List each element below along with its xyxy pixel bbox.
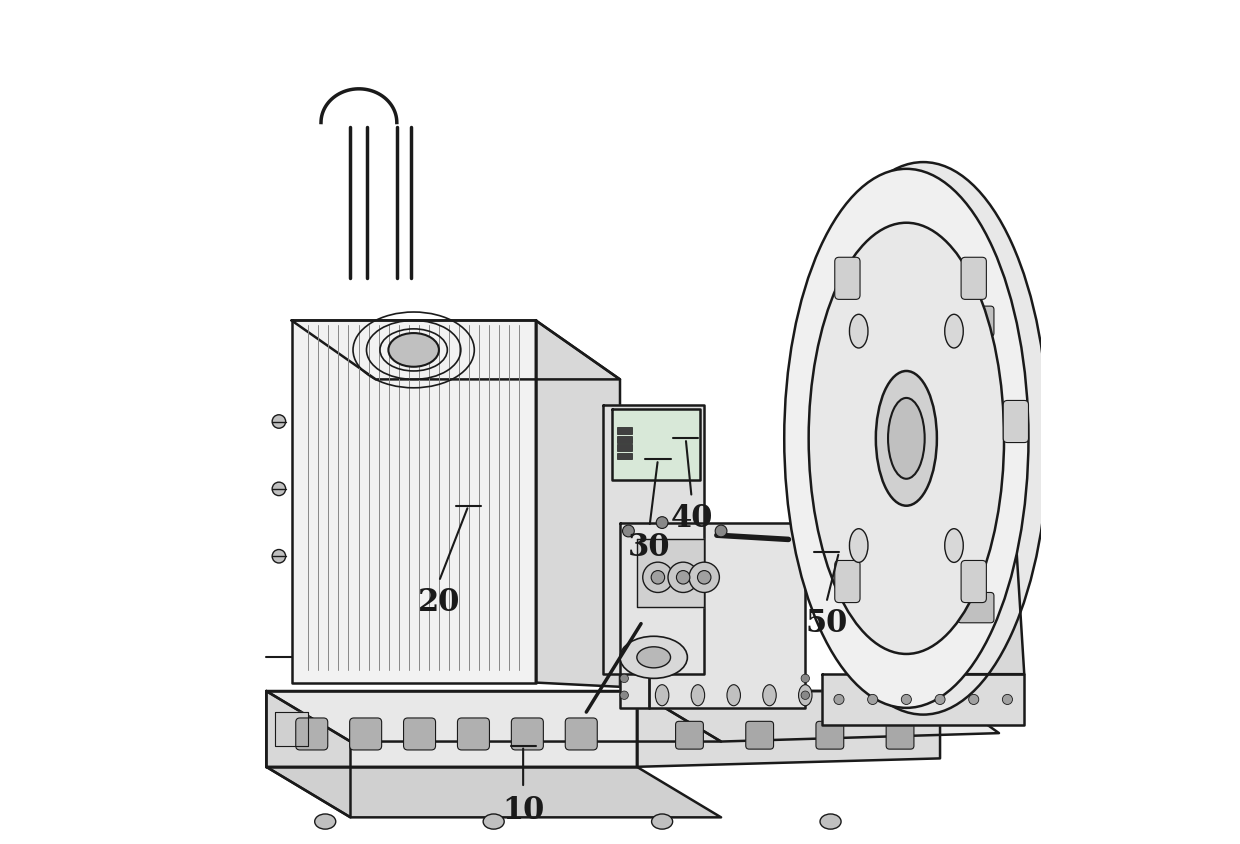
Polygon shape xyxy=(637,691,999,742)
Circle shape xyxy=(668,562,698,592)
Polygon shape xyxy=(611,409,701,481)
Bar xyxy=(616,436,632,443)
Ellipse shape xyxy=(849,315,868,349)
Polygon shape xyxy=(267,767,722,817)
Ellipse shape xyxy=(945,529,963,563)
Bar xyxy=(616,428,632,435)
Circle shape xyxy=(656,517,668,529)
Ellipse shape xyxy=(763,684,776,706)
Circle shape xyxy=(622,526,635,538)
Text: 50: 50 xyxy=(805,607,847,638)
Polygon shape xyxy=(822,674,1024,725)
Text: 10: 10 xyxy=(502,794,544,825)
FancyBboxPatch shape xyxy=(458,718,490,750)
Ellipse shape xyxy=(799,163,1048,715)
Circle shape xyxy=(689,562,719,592)
Ellipse shape xyxy=(315,814,336,829)
Polygon shape xyxy=(620,523,805,708)
Polygon shape xyxy=(637,691,940,767)
Ellipse shape xyxy=(945,315,963,349)
Polygon shape xyxy=(291,321,536,683)
Circle shape xyxy=(715,526,727,538)
Ellipse shape xyxy=(637,647,671,668)
Circle shape xyxy=(651,571,665,584)
Polygon shape xyxy=(603,405,704,674)
Ellipse shape xyxy=(808,224,1004,654)
FancyBboxPatch shape xyxy=(745,722,774,749)
Circle shape xyxy=(272,550,285,563)
Polygon shape xyxy=(267,691,351,817)
Circle shape xyxy=(677,571,689,584)
FancyBboxPatch shape xyxy=(835,258,861,300)
Circle shape xyxy=(697,571,711,584)
Circle shape xyxy=(620,674,629,683)
Polygon shape xyxy=(940,271,1024,674)
Ellipse shape xyxy=(799,684,812,706)
Circle shape xyxy=(835,695,844,705)
Circle shape xyxy=(935,695,945,705)
Polygon shape xyxy=(267,691,722,742)
Ellipse shape xyxy=(656,684,668,706)
Circle shape xyxy=(272,483,285,496)
FancyBboxPatch shape xyxy=(676,722,703,749)
Circle shape xyxy=(620,691,629,700)
Circle shape xyxy=(272,415,285,429)
Polygon shape xyxy=(275,712,309,746)
Ellipse shape xyxy=(875,371,937,506)
Polygon shape xyxy=(267,691,637,767)
FancyBboxPatch shape xyxy=(511,718,543,750)
Text: 20: 20 xyxy=(418,586,460,617)
Circle shape xyxy=(642,562,673,592)
Circle shape xyxy=(1002,695,1013,705)
Circle shape xyxy=(868,695,878,705)
FancyBboxPatch shape xyxy=(1003,401,1028,443)
Ellipse shape xyxy=(484,814,505,829)
FancyBboxPatch shape xyxy=(957,592,994,623)
FancyBboxPatch shape xyxy=(403,718,435,750)
Circle shape xyxy=(901,695,911,705)
Bar xyxy=(616,445,632,452)
FancyBboxPatch shape xyxy=(350,718,382,750)
Text: 40: 40 xyxy=(671,502,713,533)
FancyBboxPatch shape xyxy=(887,722,914,749)
FancyBboxPatch shape xyxy=(816,722,843,749)
Bar xyxy=(616,453,632,460)
Ellipse shape xyxy=(620,636,687,679)
FancyBboxPatch shape xyxy=(957,306,994,337)
Ellipse shape xyxy=(784,170,1028,708)
Circle shape xyxy=(968,695,978,705)
Ellipse shape xyxy=(727,684,740,706)
Polygon shape xyxy=(291,321,620,380)
Polygon shape xyxy=(637,540,704,607)
Ellipse shape xyxy=(820,814,841,829)
Ellipse shape xyxy=(849,529,868,563)
FancyBboxPatch shape xyxy=(961,258,986,300)
Ellipse shape xyxy=(388,333,439,367)
FancyBboxPatch shape xyxy=(565,718,598,750)
FancyBboxPatch shape xyxy=(957,497,994,528)
Ellipse shape xyxy=(651,814,672,829)
Polygon shape xyxy=(536,321,620,687)
Circle shape xyxy=(801,691,810,700)
Ellipse shape xyxy=(888,398,925,479)
Circle shape xyxy=(801,674,810,683)
FancyBboxPatch shape xyxy=(957,402,994,432)
Ellipse shape xyxy=(691,684,704,706)
FancyBboxPatch shape xyxy=(835,560,861,603)
FancyBboxPatch shape xyxy=(961,560,986,603)
Text: 30: 30 xyxy=(629,532,671,562)
FancyBboxPatch shape xyxy=(296,718,327,750)
